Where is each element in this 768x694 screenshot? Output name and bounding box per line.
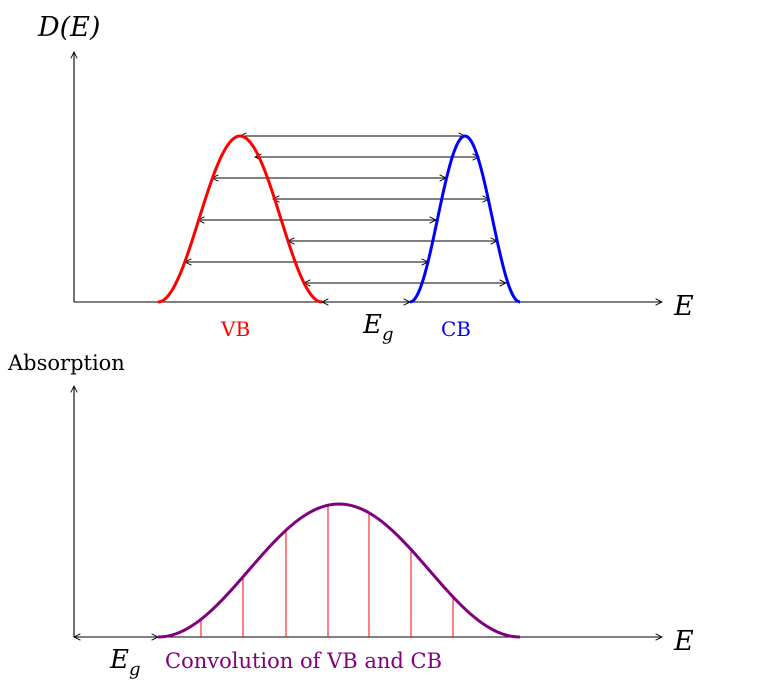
bottom-gap-label-main: E: [109, 645, 129, 675]
top-panel: D(E) E VB CB Eg: [37, 12, 694, 345]
cb-curve: [409, 134, 521, 304]
top-gap-label: Eg: [362, 310, 394, 345]
vb-label: VB: [220, 317, 250, 341]
convolution-curve: [157, 502, 521, 639]
top-gap-label-main: E: [362, 310, 382, 340]
top-gap-label-sub: g: [382, 324, 394, 345]
vb-curve: [157, 134, 323, 304]
bottom-panel: Absorption E Eg Convolution of VB and CB: [7, 351, 694, 680]
cb-label: CB: [441, 317, 471, 341]
bottom-x-axis-label: E: [673, 626, 694, 657]
bottom-gap-label: Eg: [109, 645, 141, 680]
bottom-y-axis-label: Absorption: [7, 351, 125, 375]
convolution-caption: Convolution of VB and CB: [165, 649, 442, 673]
bottom-gap-label-sub: g: [129, 659, 141, 680]
convolution-ticks: [200, 505, 454, 637]
transition-arrows: [185, 136, 506, 283]
top-x-axis-label: E: [673, 291, 694, 322]
top-y-axis-label: D(E): [37, 12, 100, 43]
